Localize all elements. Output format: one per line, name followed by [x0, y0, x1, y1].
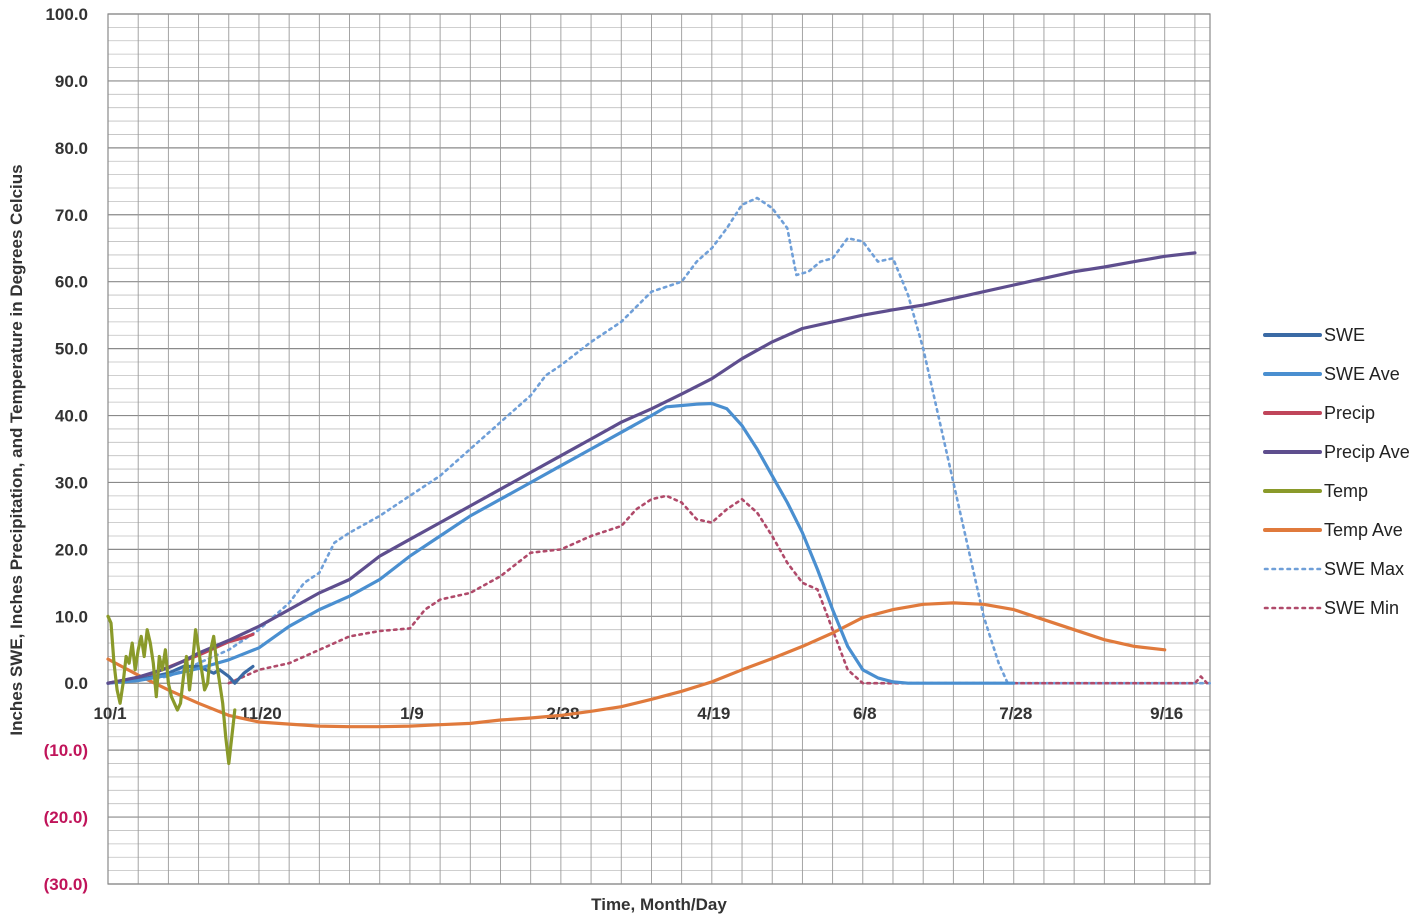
- x-axis-title: Time, Month/Day: [591, 895, 727, 914]
- series-line-precip-ave: [106, 251, 1197, 685]
- legend-label: Temp Ave: [1324, 520, 1403, 540]
- x-tick-label: 11/20: [240, 704, 282, 723]
- legend: SWE SWE Ave Precip Precip Ave Temp Temp Ave SW…: [1263, 325, 1410, 618]
- y-tick-label: 70.0: [55, 206, 88, 225]
- legend-label: SWE: [1324, 325, 1365, 345]
- y-tick-label: (30.0): [44, 875, 88, 894]
- plot-border: [107, 13, 1211, 885]
- legend-item: Temp Ave: [1263, 520, 1403, 540]
- legend-label: SWE Min: [1324, 598, 1399, 618]
- legend-label: Temp: [1324, 481, 1368, 501]
- y-tick-label: 100.0: [45, 5, 88, 24]
- y-tick-label: 50.0: [55, 340, 88, 359]
- y-tick-label: 20.0: [55, 540, 88, 559]
- series-line-swe-min: [227, 494, 1209, 685]
- legend-item: Precip: [1263, 403, 1375, 423]
- x-tick-label: 7/28: [999, 704, 1032, 723]
- series-line-swe-ave: [106, 401, 1016, 685]
- x-tick-label: 10/1: [93, 704, 126, 723]
- y-axis-title: Inches SWE, Inches Precipitation, and Te…: [7, 164, 26, 735]
- legend-item: SWE Ave: [1263, 364, 1400, 384]
- y-tick-label: 0.0: [64, 674, 88, 693]
- x-tick-label: 4/19: [697, 704, 730, 723]
- legend-label: SWE Max: [1324, 559, 1404, 579]
- y-tick-label: 30.0: [55, 473, 88, 492]
- legend-item: Precip Ave: [1263, 442, 1410, 462]
- y-tick-label: 40.0: [55, 407, 88, 426]
- legend-item: SWE: [1263, 325, 1365, 345]
- y-tick-label: 60.0: [55, 273, 88, 292]
- legend-item: SWE Max: [1263, 559, 1404, 579]
- y-tick-label: (10.0): [44, 741, 88, 760]
- x-tick-label: 9/16: [1150, 704, 1183, 723]
- y-tick-label: 80.0: [55, 139, 88, 158]
- legend-label: SWE Ave: [1324, 364, 1400, 384]
- series-line-temp-ave: [106, 601, 1167, 729]
- x-tick-label: 6/8: [853, 704, 877, 723]
- legend-item: SWE Min: [1263, 598, 1399, 618]
- y-axis-ticks: 100.0 90.0 80.0 70.0 60.0 50.0 40.0 30.0 20.0 10.…: [44, 5, 88, 894]
- legend-label: Precip: [1324, 403, 1375, 423]
- minor-gridlines: [108, 26, 1210, 872]
- y-tick-label: 10.0: [55, 607, 88, 626]
- y-tick-label: 90.0: [55, 72, 88, 91]
- series-line-temp: [106, 614, 237, 766]
- x-tick-label: 1/9: [400, 704, 424, 723]
- series-lines: [106, 196, 1212, 766]
- major-gridlines: [107, 13, 1211, 885]
- legend-label: Precip Ave: [1324, 442, 1410, 462]
- legend-item: Temp: [1263, 481, 1368, 501]
- y-tick-label: (20.0): [44, 808, 88, 827]
- series-line-swe-max: [106, 196, 1212, 685]
